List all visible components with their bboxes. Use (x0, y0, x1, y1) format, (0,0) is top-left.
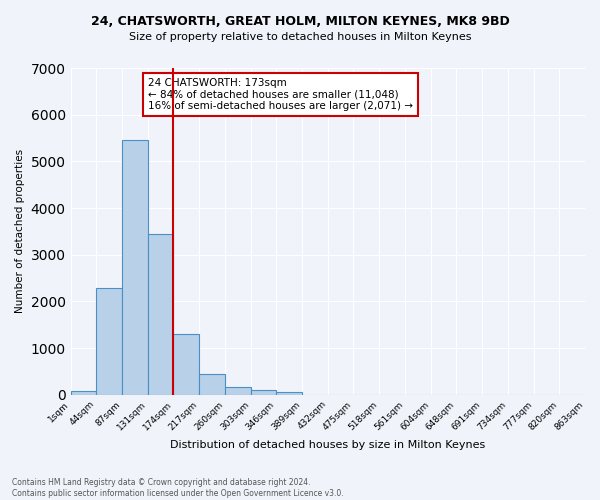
X-axis label: Distribution of detached houses by size in Milton Keynes: Distribution of detached houses by size … (170, 440, 485, 450)
Bar (173, 334, 199, 394)
Bar (277, 392, 302, 394)
Text: 24, CHATSWORTH, GREAT HOLM, MILTON KEYNES, MK8 9BD: 24, CHATSWORTH, GREAT HOLM, MILTON KEYNE… (91, 15, 509, 28)
Bar (251, 390, 277, 394)
Bar (148, 234, 173, 394)
Bar (225, 386, 251, 394)
Text: 24 CHATSWORTH: 173sqm
← 84% of detached houses are smaller (11,048)
16% of semi-: 24 CHATSWORTH: 173sqm ← 84% of detached … (148, 78, 413, 111)
Text: Contains HM Land Registry data © Crown copyright and database right 2024.
Contai: Contains HM Land Registry data © Crown c… (12, 478, 344, 498)
Bar (71, 392, 96, 394)
Bar (199, 374, 225, 394)
Bar (122, 140, 148, 394)
Bar (96, 288, 122, 395)
Y-axis label: Number of detached properties: Number of detached properties (15, 150, 25, 314)
Text: Size of property relative to detached houses in Milton Keynes: Size of property relative to detached ho… (129, 32, 471, 42)
